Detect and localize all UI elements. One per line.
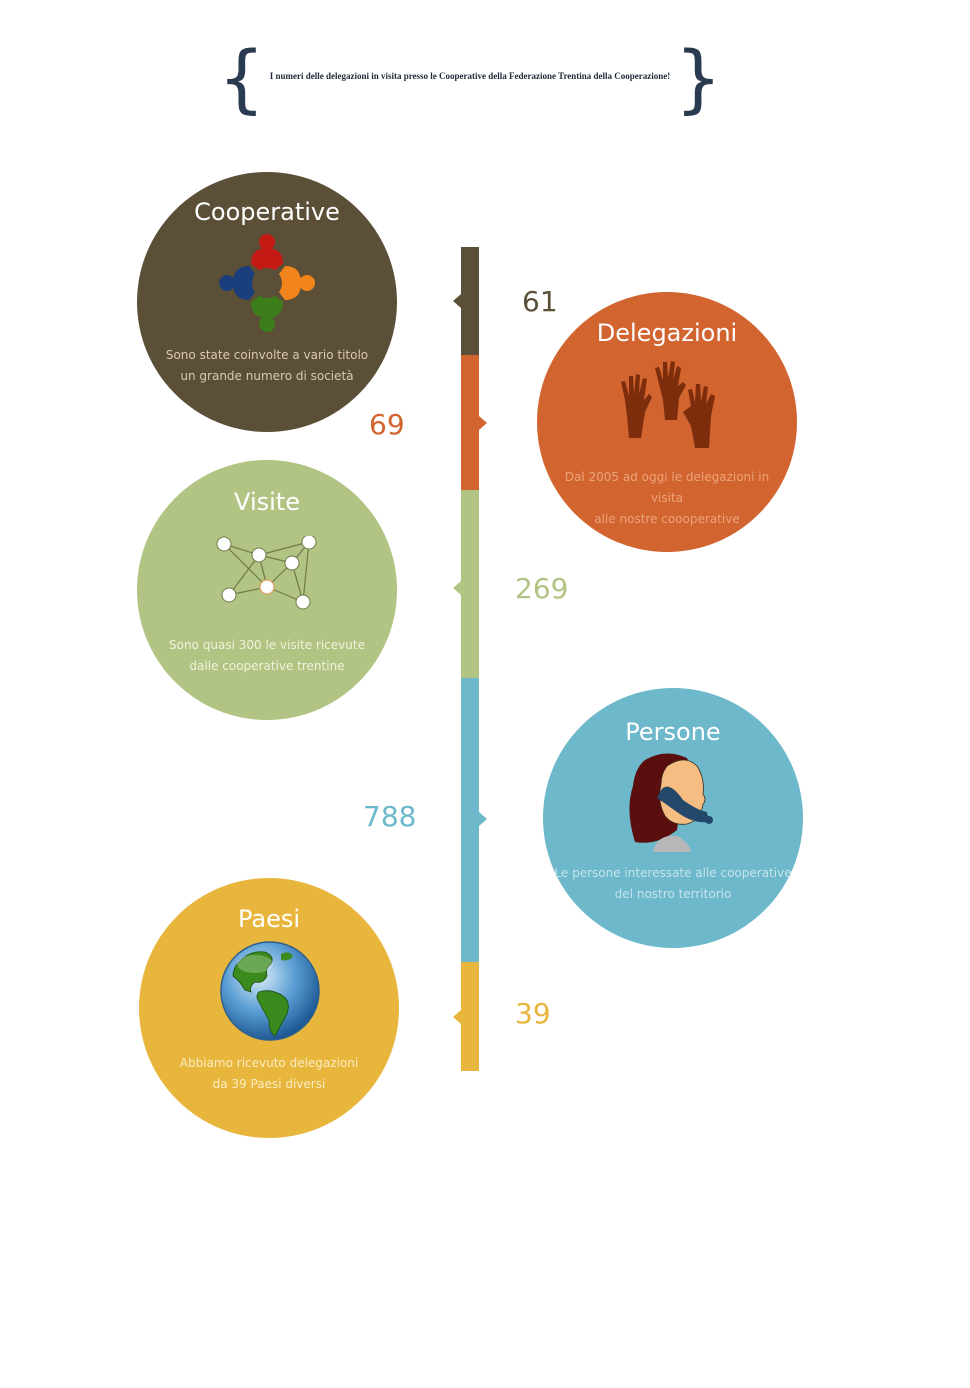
header-banner: { I numeri delle delegazioni in visita p…: [218, 36, 722, 126]
desc-line: del nostro territorio: [614, 887, 732, 901]
card-cooperative: Cooperative Sono state coinvolte a vario…: [137, 172, 397, 432]
globe-icon: [220, 941, 320, 1041]
card-description: Sono state coinvolte a vario titolo un g…: [147, 345, 387, 387]
desc-line: Sono state coinvolte a vario titolo: [165, 348, 369, 362]
desc-line: dalle cooperative trentine: [189, 659, 345, 673]
card-title: Cooperative: [194, 198, 340, 226]
left-brace: {: [218, 36, 266, 122]
value-delegazioni: 61: [522, 285, 558, 318]
card-title: Persone: [625, 718, 721, 746]
desc-line: Abbiamo ricevuto delegazioni: [179, 1056, 359, 1070]
card-visite: Visite Sono quasi 300 le visite rice: [137, 460, 397, 720]
value-cooperative: 69: [369, 408, 405, 441]
timeline-segment-persone: [461, 678, 487, 962]
network-icon: [216, 536, 317, 610]
timeline-segment-delegazioni: [453, 247, 479, 355]
value-persone: 788: [363, 800, 417, 833]
timeline-segment-paesi: [453, 962, 479, 1071]
card-delegazioni: Delegazioni Dal 2005 ad oggi le delegazi…: [537, 292, 797, 552]
card-title: Delegazioni: [596, 319, 738, 347]
desc-line: Dal 2005 ad oggi le delegazioni in visit…: [564, 470, 770, 505]
card-persone: Persone Le persone interessate alle coop…: [543, 688, 803, 948]
timeline-notch: [453, 581, 461, 595]
card-title: Paesi: [237, 905, 301, 933]
desc-line: Sono quasi 300 le visite ricevute: [169, 638, 365, 652]
desc-line: Le persone interessate alle cooperative: [554, 866, 792, 880]
timeline-notch: [453, 294, 461, 308]
desc-line: da 39 Paesi diversi: [212, 1077, 326, 1091]
value-visite: 269: [515, 572, 569, 605]
card-description: Dal 2005 ad oggi le delegazioni in visit…: [547, 467, 787, 530]
card-description: Sono quasi 300 le visite ricevute dalle …: [147, 635, 387, 677]
card-description: Le persone interessate alle cooperative …: [553, 863, 793, 905]
timeline-notch: [479, 416, 487, 430]
card-paesi: Paesi Abbiamo ricevuto delegazioni da 39…: [139, 878, 399, 1138]
timeline-notch: [479, 812, 487, 826]
timeline-segment-visite: [453, 490, 479, 678]
timeline-segment-cooperative: [461, 355, 487, 490]
card-title: Visite: [234, 488, 300, 516]
raised-hands-icon: [621, 361, 715, 448]
page-title: I numeri delle delegazioni in visita pre…: [269, 71, 671, 81]
desc-line: un grande numero di società: [180, 369, 354, 383]
card-description: Abbiamo ricevuto delegazioni da 39 Paesi…: [149, 1053, 389, 1095]
people-circle-icon: [219, 234, 315, 332]
value-paesi: 39: [515, 997, 551, 1030]
timeline-notch: [453, 1010, 461, 1024]
desc-line: alle nostre coooperative: [594, 512, 740, 526]
person-phone-icon: [629, 753, 713, 852]
right-brace: }: [674, 36, 722, 122]
